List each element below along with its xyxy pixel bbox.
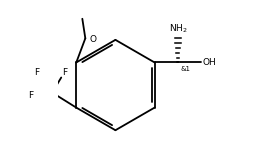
Text: O: O: [89, 35, 96, 44]
Text: F: F: [28, 91, 33, 100]
Text: NH$_2$: NH$_2$: [168, 22, 187, 35]
Text: OH: OH: [202, 58, 216, 67]
Text: &1: &1: [180, 66, 190, 72]
Text: F: F: [34, 68, 40, 77]
Text: F: F: [62, 68, 67, 77]
